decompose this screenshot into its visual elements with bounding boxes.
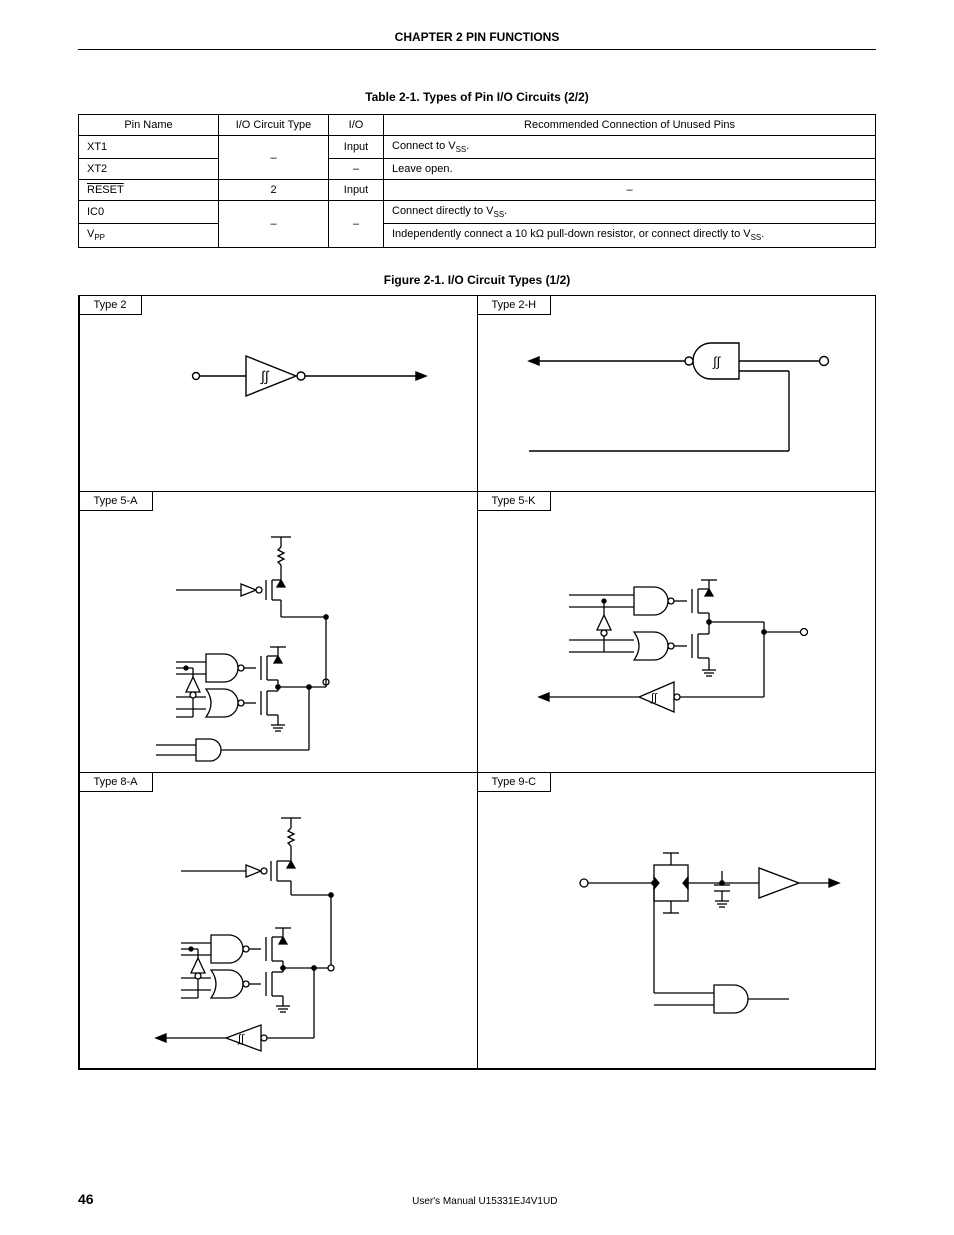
table-row: VPP Independently connect a 10 kΩ pull-do… bbox=[79, 224, 876, 247]
cell-io: – bbox=[329, 201, 384, 247]
circuit-row-3: Type 8-A bbox=[79, 773, 875, 1069]
cell-io: Input bbox=[329, 180, 384, 201]
circuit-type-5k-svg: ∫∫ bbox=[479, 492, 874, 772]
cell-pin-name: VPP bbox=[79, 224, 219, 247]
svg-text:∫∫: ∫∫ bbox=[237, 1033, 245, 1045]
table-row: RESET2Input– bbox=[79, 180, 876, 201]
col-rec: Recommended Connection of Unused Pins bbox=[384, 115, 876, 136]
cell-pin-name: RESET bbox=[79, 180, 219, 201]
chapter-header: CHAPTER 2 PIN FUNCTIONS bbox=[78, 30, 876, 50]
cell-io-type: – bbox=[219, 136, 329, 180]
footer: 46 User's Manual U15331EJ4V1UD bbox=[78, 1191, 876, 1207]
circuit-type-5a-svg bbox=[96, 492, 461, 772]
cell-recommendation: Leave open. bbox=[384, 159, 876, 180]
cell-io: – bbox=[329, 159, 384, 180]
cell-recommendation: – bbox=[384, 180, 876, 201]
circuit-type-2-svg: ∫∫ bbox=[96, 296, 461, 491]
col-pin-name: Pin Name bbox=[79, 115, 219, 136]
manual-id: User's Manual U15331EJ4V1UD bbox=[94, 1196, 876, 1207]
circuit-row-2: Type 5-A bbox=[79, 492, 875, 773]
cell-type-5k: Type 5-K bbox=[477, 491, 876, 773]
cell-pin-name: XT1 bbox=[79, 136, 219, 159]
table-row: IC0––Connect directly to VSS. bbox=[79, 201, 876, 224]
cell-recommendation: Independently connect a 10 kΩ pull-down … bbox=[384, 224, 876, 247]
circuit-type-8a-svg: ∫∫ bbox=[96, 773, 461, 1068]
cell-type-2: Type 2 ∫∫ bbox=[79, 295, 478, 492]
cell-type-5a: Type 5-A bbox=[79, 491, 478, 773]
cell-type-9c: Type 9-C bbox=[477, 772, 876, 1069]
col-io: I/O bbox=[329, 115, 384, 136]
table-row: XT1–InputConnect to VSS. bbox=[79, 136, 876, 159]
type-label: Type 5-K bbox=[478, 492, 551, 511]
cell-io-type: – bbox=[219, 201, 329, 247]
cell-io: Input bbox=[329, 136, 384, 159]
cell-type-8a: Type 8-A bbox=[79, 772, 478, 1069]
svg-text:∫∫: ∫∫ bbox=[260, 368, 270, 385]
circuit-row-1: Type 2 ∫∫ Type 2-H bbox=[79, 296, 875, 492]
cell-pin-name: IC0 bbox=[79, 201, 219, 224]
page-number: 46 bbox=[78, 1191, 94, 1207]
table-title: Table 2-1. Types of Pin I/O Circuits (2/… bbox=[78, 90, 876, 104]
page: CHAPTER 2 PIN FUNCTIONS Table 2-1. Types… bbox=[0, 0, 954, 1235]
table-body: XT1–InputConnect to VSS.XT2–Leave open.R… bbox=[79, 136, 876, 248]
table-header: Pin Name I/O Circuit Type I/O Recommende… bbox=[79, 115, 876, 136]
circuit-type-9c-svg bbox=[479, 773, 874, 1068]
type-label: Type 2 bbox=[80, 296, 142, 315]
circuit-grid: Type 2 ∫∫ Type 2-H bbox=[78, 295, 876, 1070]
cell-pin-name: XT2 bbox=[79, 159, 219, 180]
cell-recommendation: Connect directly to VSS. bbox=[384, 201, 876, 224]
cell-recommendation: Connect to VSS. bbox=[384, 136, 876, 159]
pin-table: Pin Name I/O Circuit Type I/O Recommende… bbox=[78, 114, 876, 248]
type-label: Type 8-A bbox=[80, 773, 153, 792]
figure-title: Figure 2-1. I/O Circuit Types (1/2) bbox=[78, 273, 876, 287]
circuit-type-2h-svg: ∫∫ bbox=[479, 296, 874, 491]
table-row: XT2 –Leave open. bbox=[79, 159, 876, 180]
type-label: Type 2-H bbox=[478, 296, 552, 315]
svg-text:∫∫: ∫∫ bbox=[650, 692, 658, 704]
type-label: Type 5-A bbox=[80, 492, 153, 511]
type-label: Type 9-C bbox=[478, 773, 552, 792]
col-io-type: I/O Circuit Type bbox=[219, 115, 329, 136]
cell-type-2h: Type 2-H ∫∫ bbox=[477, 295, 876, 492]
cell-io-type: 2 bbox=[219, 180, 329, 201]
